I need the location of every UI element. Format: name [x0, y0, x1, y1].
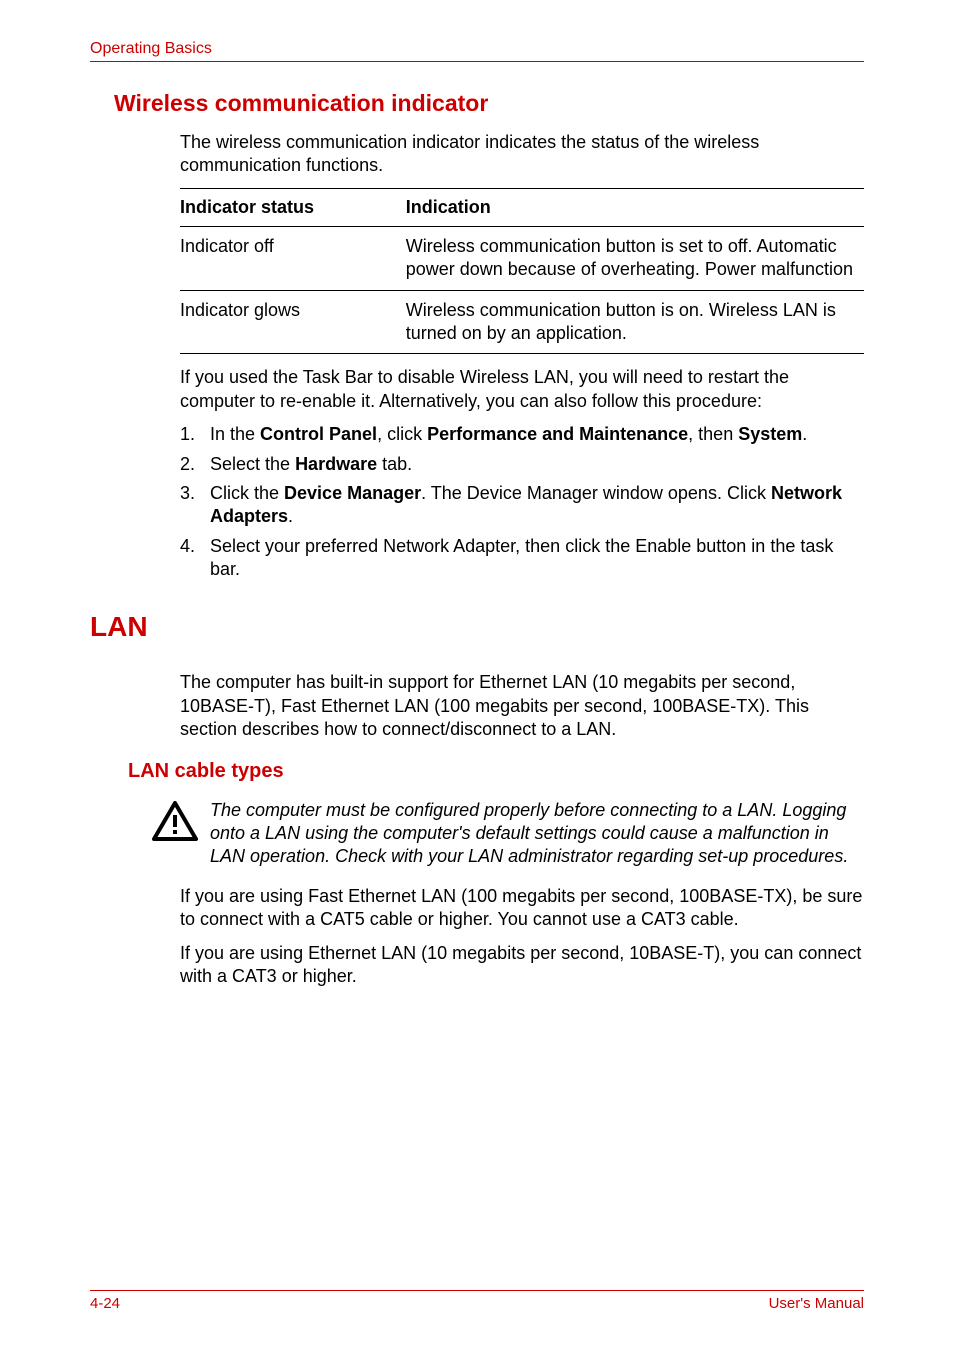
footer-rule: [90, 1290, 864, 1291]
list-text: Click the Device Manager. The Device Man…: [210, 482, 864, 529]
table-header-cell: Indicator status: [180, 188, 406, 226]
list-text: Select the Hardware tab.: [210, 453, 864, 476]
heading-lan: LAN: [90, 611, 864, 643]
lan-paragraph: If you are using Ethernet LAN (10 megabi…: [180, 942, 864, 989]
list-item: 3. Click the Device Manager. The Device …: [180, 482, 864, 529]
procedure-intro: If you used the Task Bar to disable Wire…: [180, 366, 864, 413]
header-rule: [90, 61, 864, 62]
list-item: 2. Select the Hardware tab.: [180, 453, 864, 476]
list-number: 2.: [180, 453, 210, 476]
table-cell: Indicator off: [180, 226, 406, 290]
running-header: Operating Basics: [90, 40, 864, 58]
lan-intro-paragraph: The computer has built-in support for Et…: [180, 671, 864, 741]
list-number: 3.: [180, 482, 210, 529]
list-text: In the Control Panel, click Performance …: [210, 423, 864, 446]
table-cell: Wireless communication button is set to …: [406, 226, 864, 290]
table-header-row: Indicator status Indication: [180, 188, 864, 226]
table-row: Indicator off Wireless communication but…: [180, 226, 864, 290]
manual-title: User's Manual: [769, 1295, 864, 1312]
list-item: 1. In the Control Panel, click Performan…: [180, 423, 864, 446]
list-item: 4. Select your preferred Network Adapter…: [180, 535, 864, 582]
table-header-cell: Indication: [406, 188, 864, 226]
lan-paragraph: If you are using Fast Ethernet LAN (100 …: [180, 885, 864, 932]
table-row: Indicator glows Wireless communication b…: [180, 290, 864, 354]
caution-icon: [152, 799, 210, 846]
list-number: 4.: [180, 535, 210, 582]
indicator-table: Indicator status Indication Indicator of…: [180, 188, 864, 355]
page-footer: 4-24 User's Manual: [90, 1290, 864, 1312]
caution-text: The computer must be configured properly…: [210, 799, 864, 869]
caution-block: The computer must be configured properly…: [152, 799, 864, 869]
heading-wireless-indicator: Wireless communication indicator: [114, 90, 864, 117]
list-number: 1.: [180, 423, 210, 446]
heading-lan-cable-types: LAN cable types: [128, 760, 864, 783]
wireless-intro-paragraph: The wireless communication indicator ind…: [180, 131, 864, 178]
list-text: Select your preferred Network Adapter, t…: [210, 535, 864, 582]
table-cell: Indicator glows: [180, 290, 406, 354]
procedure-list: 1. In the Control Panel, click Performan…: [180, 423, 864, 581]
table-cell: Wireless communication button is on. Wir…: [406, 290, 864, 354]
page-number: 4-24: [90, 1295, 120, 1312]
